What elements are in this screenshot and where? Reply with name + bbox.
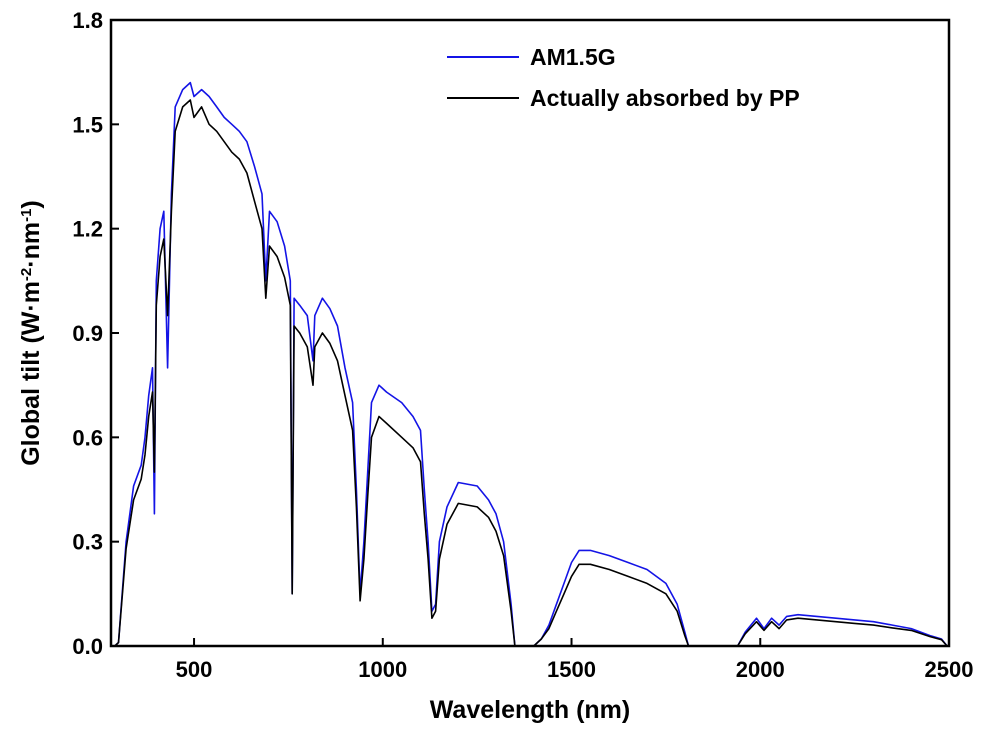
y-tick-label: 0.9 (72, 321, 103, 346)
legend: AM1.5G Actually absorbed by PP (447, 44, 800, 111)
y-tick-label: 1.2 (72, 217, 103, 242)
y-axis-title-end: ) (17, 200, 45, 208)
y-tick-label: 0.6 (72, 425, 103, 450)
y-axis-title-base: Global tilt (W·m (17, 281, 45, 466)
y-tick-label: 0.0 (72, 634, 103, 659)
plot-frame (111, 20, 949, 646)
y-tick-label: 1.8 (72, 8, 103, 33)
y-tick-label: 1.5 (72, 112, 103, 137)
x-tick-label: 2000 (736, 657, 785, 682)
x-axis-title: Wavelength (nm) (430, 696, 630, 724)
y-axis-title-sup2: -1 (18, 209, 35, 222)
x-axis-ticks: 500 1000 1500 2000 2500 (176, 638, 974, 682)
y-axis-title-sup1: -2 (18, 268, 35, 281)
series-line-absorbed-by-pp (115, 100, 947, 646)
x-tick-label: 2500 (925, 657, 974, 682)
y-axis-title: Global tilt (W·m-2·nm-1) (17, 200, 45, 466)
x-tick-label: 1500 (547, 657, 596, 682)
legend-label-am15g: AM1.5G (530, 44, 616, 70)
legend-label-absorbed: Actually absorbed by PP (530, 85, 800, 111)
series-layer (115, 83, 947, 646)
y-tick-label: 0.3 (72, 530, 103, 555)
series-line-am15g (115, 83, 947, 646)
y-axis-title-mid: ·nm (17, 222, 45, 268)
x-tick-label: 1000 (358, 657, 407, 682)
x-tick-label: 500 (176, 657, 213, 682)
